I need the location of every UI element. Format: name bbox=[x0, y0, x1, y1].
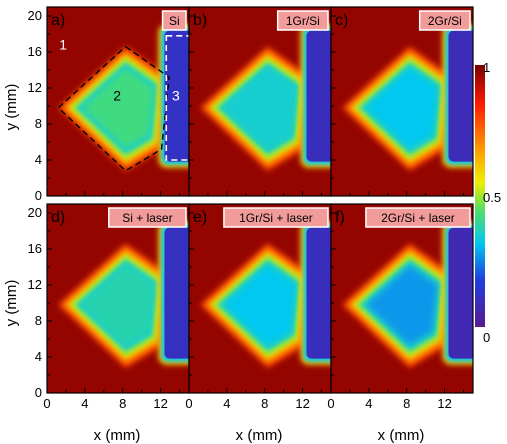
colorbar-gradient bbox=[475, 65, 485, 327]
diamond-level-4 bbox=[224, 265, 296, 346]
right-region bbox=[448, 30, 473, 162]
y-tick-label: 4 bbox=[35, 152, 42, 167]
x-tick-label: 12 bbox=[437, 396, 451, 411]
panel-a bbox=[47, 7, 189, 196]
y-axis-label-top: y (mm) bbox=[3, 84, 20, 131]
y-tick-label: 8 bbox=[35, 116, 42, 131]
panel-tag-box bbox=[161, 10, 187, 31]
diamond-level-4 bbox=[82, 265, 154, 346]
diamond-level-4 bbox=[366, 68, 438, 149]
panel-tag-box bbox=[108, 207, 187, 228]
right-region bbox=[306, 227, 331, 359]
panel-letter: f) bbox=[335, 209, 345, 226]
panel-letter: c) bbox=[335, 12, 348, 29]
panel-d bbox=[47, 204, 189, 393]
panel-frame bbox=[330, 6, 474, 197]
panel-b bbox=[189, 7, 331, 196]
y-tick-label: 0 bbox=[35, 385, 42, 400]
y-tick-label: 4 bbox=[35, 349, 42, 364]
colorbar-tick-label-bottom: 0 bbox=[483, 330, 490, 345]
panel-letter: b) bbox=[193, 12, 207, 29]
right-region bbox=[164, 227, 189, 359]
y-tick-label: 16 bbox=[28, 241, 42, 256]
x-tick-label: 12 bbox=[295, 396, 309, 411]
panel-frame bbox=[330, 203, 474, 394]
axes-layer: y (mm) y (mm) x (mm) x (mm) x (mm) 04812… bbox=[3, 8, 452, 444]
panel-tag: 2Gr/Si + laser bbox=[381, 211, 455, 225]
x-tick-label: 8 bbox=[261, 396, 268, 411]
panel-tag-box bbox=[365, 207, 471, 228]
diamond-level-4 bbox=[82, 68, 154, 149]
panels-layer: a) Si 1 2 3 b) 1Gr/Si c) 2Gr/Si d) Si + laser e) 1Gr… bbox=[46, 6, 474, 394]
colorbar: 1 0.5 0 bbox=[475, 60, 501, 345]
x-tick-label: 0 bbox=[185, 396, 192, 411]
x-tick-label: 4 bbox=[365, 396, 372, 411]
region-2-outline bbox=[57, 45, 170, 172]
panel-tag-box bbox=[223, 207, 329, 228]
x-tick-label: 4 bbox=[223, 396, 230, 411]
y-tick-label: 20 bbox=[28, 205, 42, 220]
y-tick-label: 12 bbox=[28, 80, 42, 95]
x-tick-label: 8 bbox=[403, 396, 410, 411]
y-tick-label: 12 bbox=[28, 277, 42, 292]
region-label-1: 1 bbox=[59, 36, 67, 52]
right-region bbox=[306, 30, 331, 162]
panel-c bbox=[331, 7, 473, 196]
y-tick-label: 16 bbox=[28, 44, 42, 59]
region-label-3: 3 bbox=[172, 88, 180, 104]
panel-letter: e) bbox=[193, 209, 207, 226]
x-axis-label-2: x (mm) bbox=[236, 427, 283, 444]
colorbar-tick-label-mid: 0.5 bbox=[483, 190, 501, 205]
panel-tag: Si bbox=[169, 14, 180, 28]
panel-letter: a) bbox=[51, 12, 65, 29]
colorbar-tick-label-top: 1 bbox=[483, 60, 490, 75]
y-tick-label: 0 bbox=[35, 188, 42, 203]
x-tick-label: 8 bbox=[119, 396, 126, 411]
panel-tag-box bbox=[276, 10, 329, 31]
panel-tag: 1Gr/Si bbox=[286, 14, 320, 28]
x-tick-label: 0 bbox=[43, 396, 50, 411]
diamond-level-4 bbox=[224, 68, 296, 149]
panel-tag: 1Gr/Si + laser bbox=[239, 211, 313, 225]
panel-e bbox=[189, 204, 331, 393]
region-label-2: 2 bbox=[113, 88, 121, 104]
panel-tag: Si + laser bbox=[122, 211, 172, 225]
right-region bbox=[448, 227, 473, 359]
panel-tag-box bbox=[418, 10, 471, 31]
panel-tag: 2Gr/Si bbox=[428, 14, 462, 28]
x-tick-label: 12 bbox=[153, 396, 167, 411]
x-tick-label: 0 bbox=[327, 396, 334, 411]
y-tick-label: 20 bbox=[28, 8, 42, 23]
x-tick-label: 4 bbox=[81, 396, 88, 411]
right-region bbox=[164, 30, 189, 162]
diamond-level-4 bbox=[366, 265, 438, 346]
y-tick-label: 8 bbox=[35, 313, 42, 328]
x-axis-label-1: x (mm) bbox=[94, 427, 141, 444]
panel-letter: d) bbox=[51, 209, 65, 226]
y-axis-label-bottom: y (mm) bbox=[3, 280, 20, 327]
x-axis-label-3: x (mm) bbox=[378, 427, 425, 444]
panel-f bbox=[331, 204, 473, 393]
